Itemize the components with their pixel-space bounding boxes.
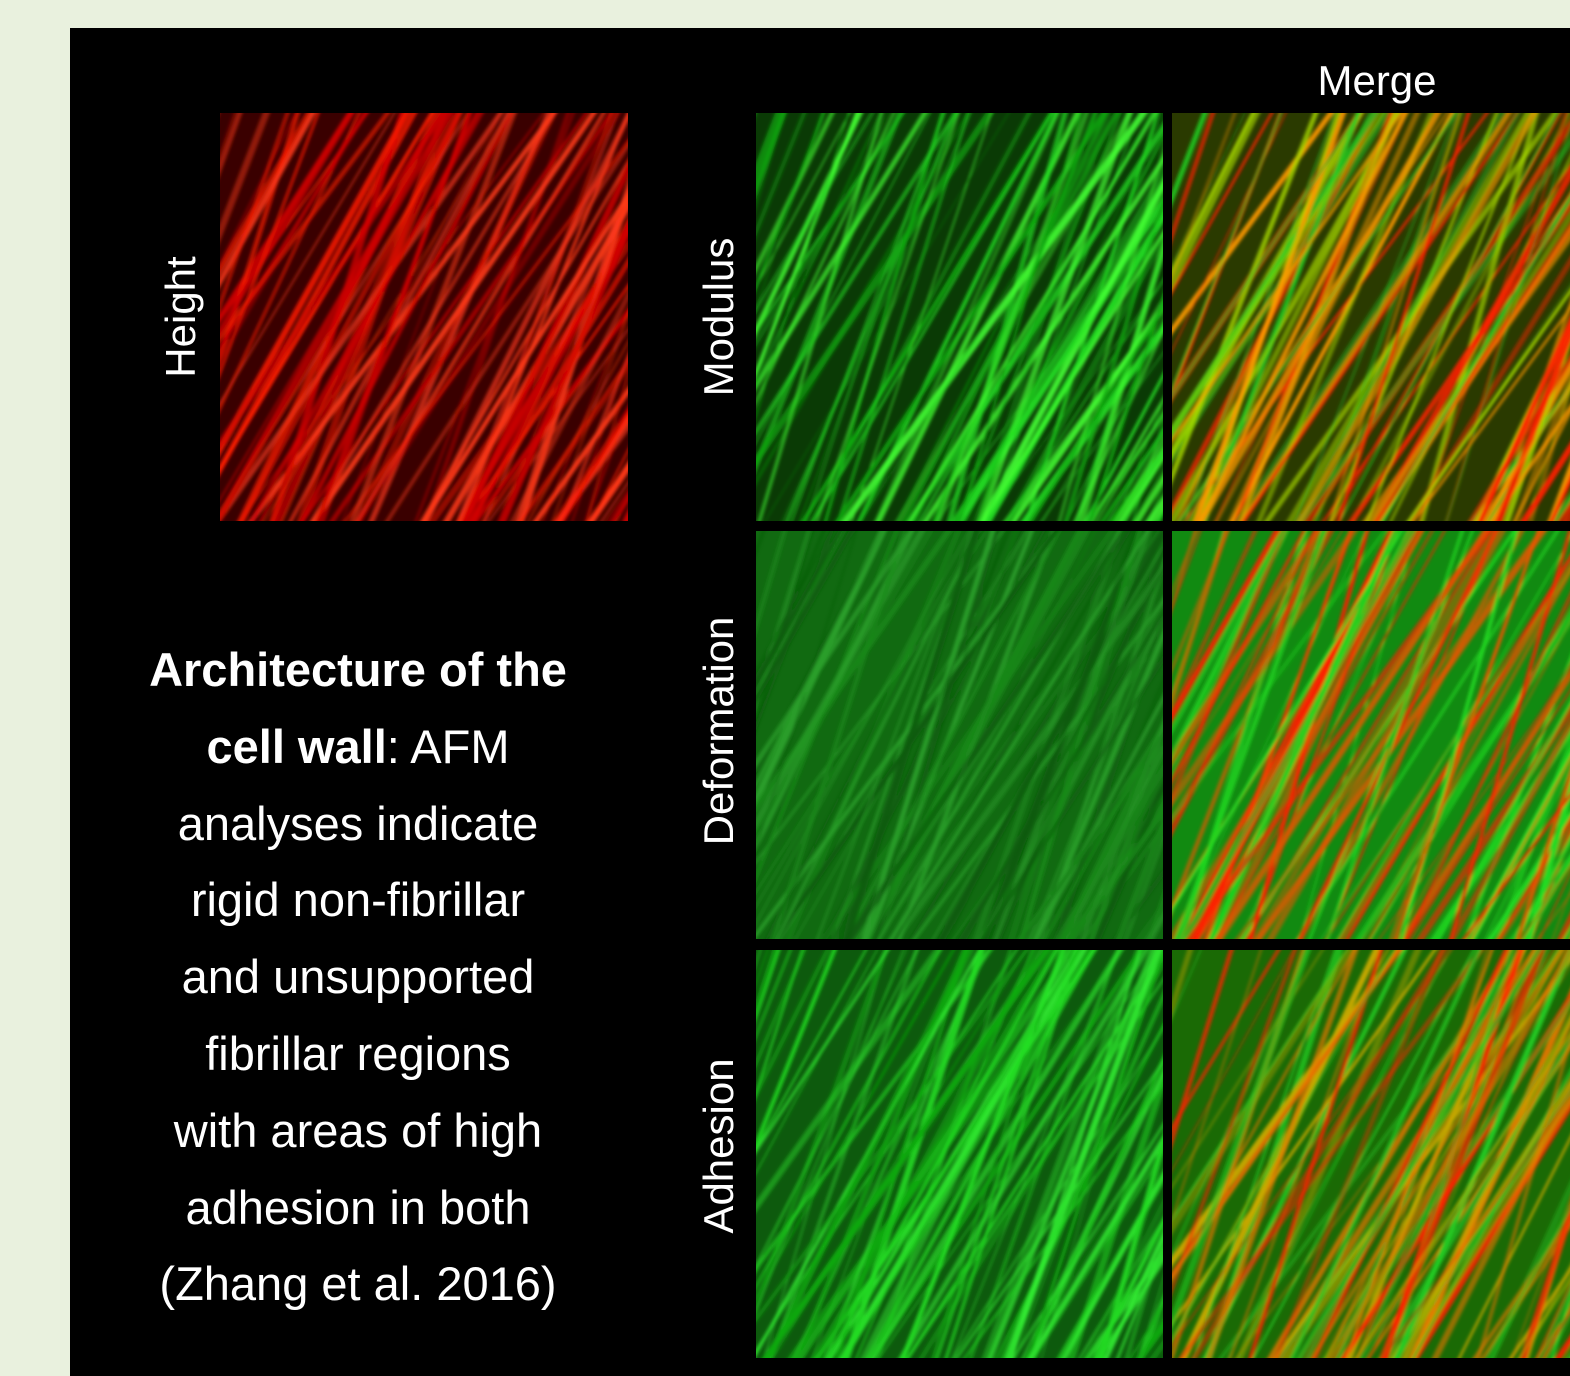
page: Height Merge Modulus Deformation Adhesio… (0, 0, 1570, 1376)
deformation-label: Deformation (695, 617, 742, 846)
caption-line: (Zhang et al. 2016) (70, 1246, 646, 1323)
height-label: Height (157, 256, 204, 378)
merge-label: Merge (1317, 57, 1436, 104)
caption-line: Architecture of the (70, 632, 646, 709)
adhesion-label: Adhesion (695, 1058, 742, 1233)
modulus-label: Modulus (695, 238, 742, 397)
caption-bold: Architecture of the (149, 643, 567, 696)
caption-text: analyses indicate (178, 797, 539, 850)
caption-line: cell wall: AFM (70, 709, 646, 786)
caption-bold: cell wall (206, 720, 386, 773)
caption-line: and unsupported (70, 939, 646, 1016)
caption-text: adhesion in both (186, 1181, 531, 1234)
caption-text: (Zhang et al. 2016) (159, 1257, 556, 1310)
caption-line: fibrillar regions (70, 1016, 646, 1093)
caption-line: with areas of high (70, 1093, 646, 1170)
caption-line: adhesion in both (70, 1170, 646, 1247)
caption-text: rigid non-fibrillar (191, 873, 525, 926)
caption-text: : AFM (387, 720, 510, 773)
caption-line: rigid non-fibrillar (70, 862, 646, 939)
caption-text: fibrillar regions (205, 1027, 511, 1080)
caption: Architecture of the cell wall: AFM analyse… (70, 632, 646, 1323)
caption-text: with areas of high (174, 1104, 542, 1157)
caption-text: and unsupported (182, 950, 535, 1003)
caption-line: analyses indicate (70, 786, 646, 863)
